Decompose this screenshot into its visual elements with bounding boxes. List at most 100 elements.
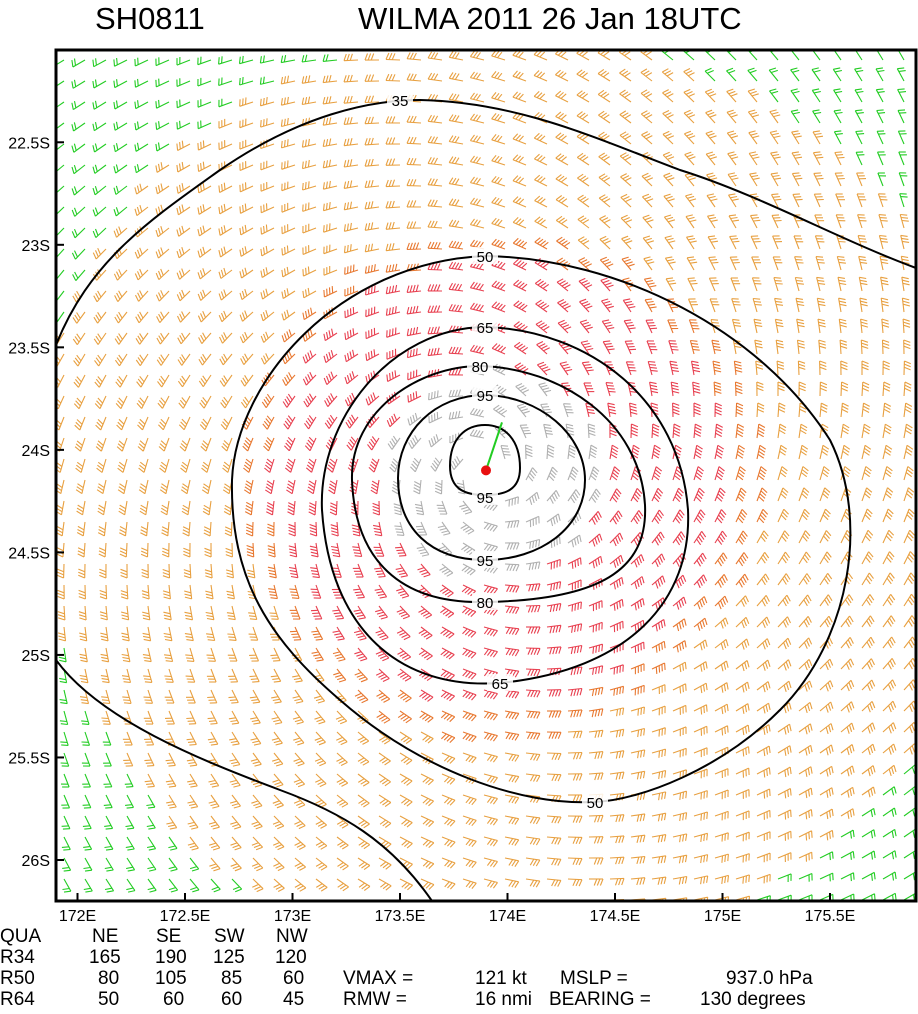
wind-barb-feather [226, 593, 235, 597]
wind-barb-feather [601, 196, 608, 201]
wind-barb-feather [163, 632, 171, 636]
wind-barb-feather [604, 343, 612, 345]
wind-barb-feather [644, 195, 652, 200]
wind-barb-feather [842, 450, 849, 456]
wind-barb [689, 340, 695, 355]
wind-barb-feather [868, 618, 873, 625]
wind-barb-feather [624, 156, 632, 161]
wind-barb-feather [662, 575, 666, 583]
wind-barb-feather [263, 355, 267, 363]
wind-barb-feather [244, 288, 248, 296]
wind-barb-feather [262, 312, 267, 320]
wind-barb-feather [478, 283, 484, 291]
wind-barb-feather [136, 271, 141, 278]
wind-barb-feather [59, 659, 67, 663]
wind-barb-feather [624, 72, 631, 77]
wind-barb-feather [120, 590, 128, 594]
wind-barb [672, 531, 682, 544]
wind-barb-feather [181, 204, 185, 212]
wind-barb-feather [582, 361, 590, 364]
wind-barb-feather [542, 283, 550, 289]
wind-barb-feather [265, 396, 271, 403]
wind-barb-feather [859, 240, 867, 243]
wind-barb-feather [688, 114, 696, 118]
wind-barb-feather [262, 97, 265, 105]
wind-barb-feather [206, 633, 214, 636]
wind-barb-feather [749, 151, 757, 154]
wind-barb-feather [204, 550, 212, 555]
wind-barb [601, 300, 611, 313]
wind-barb [56, 122, 65, 130]
wind-barb-feather [388, 52, 393, 60]
wind-barb-feather [897, 88, 905, 91]
wind-barb [315, 563, 321, 578]
wind-barb-feather [708, 235, 716, 238]
wind-barb-feather [220, 291, 225, 299]
wind-barb-feather [469, 570, 476, 576]
wind-barb [399, 563, 409, 576]
wind-barb-feather [792, 172, 800, 175]
wind-barb-feather [740, 557, 745, 564]
wind-barb-feather [289, 554, 297, 558]
wind-barb [136, 206, 149, 217]
wind-barb-feather [733, 324, 742, 327]
wind-barb-feather [337, 638, 345, 641]
wind-barb [220, 290, 233, 301]
wind-barb-feather [640, 89, 648, 94]
wind-barb-feather [220, 248, 224, 256]
wind-barb-feather [94, 100, 98, 108]
wind-barb-feather [715, 402, 722, 407]
wind-barb [333, 479, 338, 494]
wind-barb-feather [709, 135, 717, 139]
wind-barb [646, 340, 653, 355]
wind-barb-feather [200, 141, 202, 149]
wind-barb-feather [329, 480, 337, 486]
wind-barb [840, 530, 848, 544]
wind-barb-feather [519, 366, 526, 371]
wind-barb-feather [757, 474, 765, 481]
wind-barb-feather [95, 293, 100, 300]
wind-barb [198, 143, 212, 151]
wind-barb-feather [890, 615, 896, 622]
wind-barb [343, 59, 359, 62]
wind-barb [158, 248, 170, 259]
wind-barb [78, 395, 86, 409]
wind-barb [218, 122, 233, 129]
wind-barb-feather [184, 614, 193, 618]
wind-barb-feather [401, 634, 409, 638]
wind-barb-feather [840, 363, 848, 368]
wind-barb [747, 111, 758, 124]
wind-barb-feather [587, 411, 595, 414]
wind-barb-feather [897, 67, 905, 70]
wind-barb-feather [97, 461, 105, 467]
wind-barb [189, 605, 194, 620]
wind-barb [525, 467, 533, 481]
wind-barb-feather [323, 377, 328, 385]
wind-barb-feather [627, 381, 635, 384]
wind-barb [98, 374, 107, 388]
wind-barb-feather [614, 537, 619, 545]
wind-barb-feather [372, 524, 381, 528]
wind-barb [208, 500, 212, 515]
wind-barb [882, 615, 892, 628]
wind-barb-feather [776, 342, 784, 346]
wind-barb-feather [288, 502, 295, 507]
wind-barb-feather [827, 572, 833, 580]
wind-barb-feather [827, 594, 833, 601]
wind-barb [115, 164, 128, 174]
wind-barb-feather [907, 511, 914, 518]
wind-barb-feather [71, 166, 75, 174]
wind-barb-feather [434, 490, 442, 495]
wind-barb-feather [444, 590, 452, 596]
wind-barb [143, 458, 149, 473]
wind-barb-feather [304, 139, 307, 147]
wind-barb-feather [204, 547, 212, 552]
wind-barb-feather [733, 321, 741, 324]
wind-barb-feather [97, 376, 103, 383]
wind-barb-feather [77, 504, 84, 510]
wind-barb-feather [540, 403, 548, 406]
wind-barb [125, 542, 128, 558]
wind-barb-feather [371, 458, 378, 464]
wind-barb-feather [632, 496, 639, 503]
wind-barb-feather [281, 335, 285, 343]
